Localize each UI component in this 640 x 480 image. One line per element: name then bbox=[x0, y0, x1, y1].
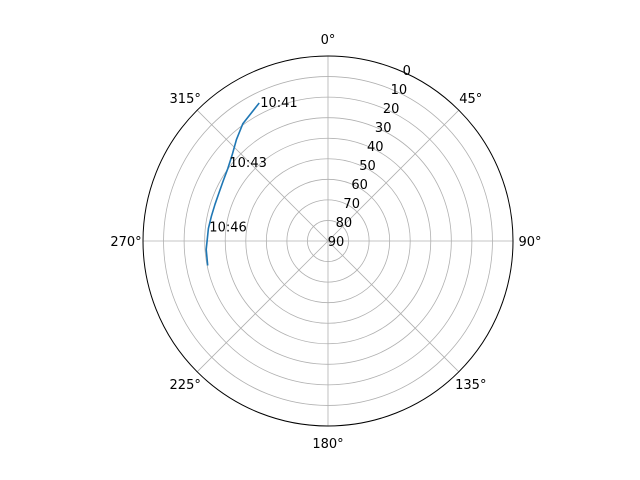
time-annotation: 10:41 bbox=[260, 96, 297, 111]
angular-grid bbox=[143, 56, 513, 426]
theta-gridline-315 bbox=[196, 109, 329, 242]
r-tick-label: 70 bbox=[343, 197, 360, 212]
time-annotations: 10:41 10:43 10:46 bbox=[209, 96, 297, 235]
theta-gridline-225 bbox=[196, 240, 329, 373]
r-tick-label: 50 bbox=[359, 159, 376, 174]
r-tick-label: 20 bbox=[383, 102, 400, 117]
theta-tick-label: 135° bbox=[455, 378, 486, 393]
r-tick-label: 80 bbox=[336, 216, 353, 231]
time-annotation: 10:43 bbox=[229, 156, 266, 171]
theta-tick-label: 90° bbox=[518, 235, 541, 250]
series-line-0 bbox=[205, 102, 260, 266]
r-tick-label: 90 bbox=[328, 235, 345, 250]
polar-frame bbox=[142, 55, 514, 427]
theta-tick-label: 225° bbox=[170, 378, 201, 393]
theta-tick-label: 45° bbox=[459, 92, 482, 107]
theta-gridline-45 bbox=[327, 109, 460, 242]
theta-tick-label: 180° bbox=[312, 437, 343, 452]
theta-tick-label: 0° bbox=[321, 33, 336, 48]
r-tick-label: 0 bbox=[403, 64, 411, 79]
theta-gridline-135 bbox=[327, 240, 460, 373]
series-layer bbox=[205, 102, 260, 266]
theta-tick-label: 270° bbox=[110, 235, 141, 250]
time-annotation: 10:46 bbox=[209, 220, 246, 235]
r-tick-label: 10 bbox=[391, 83, 408, 98]
theta-tick-labels: 0° 45° 90° 135° 180° 225° 270° 315° bbox=[110, 33, 541, 452]
r-tick-labels: 0 10 20 30 40 50 60 70 80 90 bbox=[328, 64, 411, 250]
r-tick-label: 30 bbox=[375, 121, 392, 136]
r-tick-label: 40 bbox=[367, 140, 384, 155]
theta-tick-label: 315° bbox=[170, 92, 201, 107]
r-tick-label: 60 bbox=[351, 178, 368, 193]
